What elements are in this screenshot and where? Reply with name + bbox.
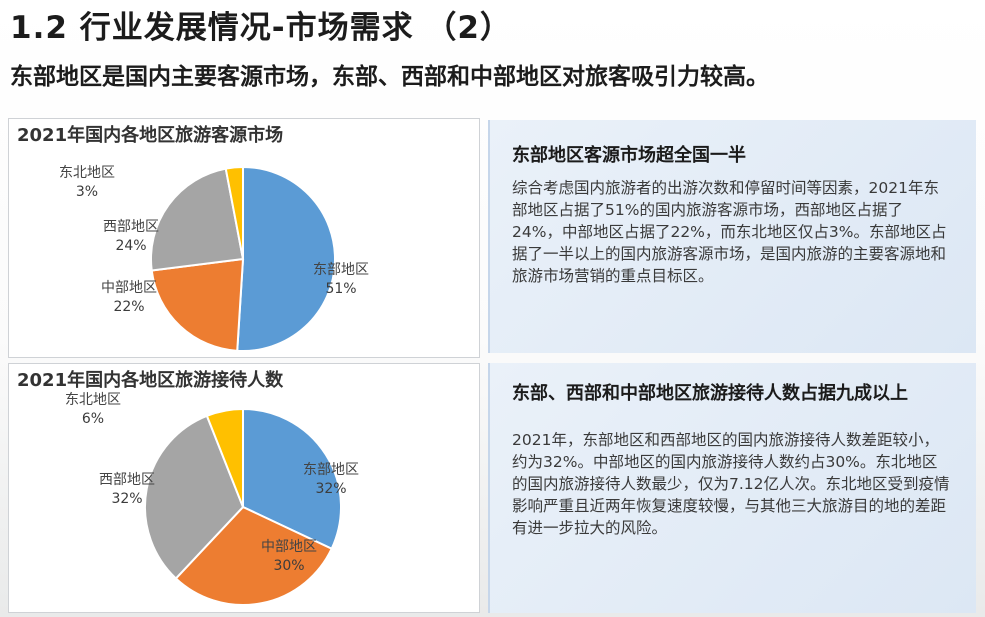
pie-chart: 东部地区 51% 中部地区 22% 西部地区 24% 东北地区 3% [59, 165, 369, 352]
pie-slice [144, 414, 245, 580]
page-title: 1.2 行业发展情况-市场需求 （2） [10, 10, 512, 46]
slice-value-label: 6% [82, 411, 104, 427]
slice-category-label: 东部地区 [313, 262, 369, 278]
pie-slice [224, 165, 244, 260]
slice-category-label: 中部地区 [101, 280, 157, 296]
slice-category-label: 中部地区 [261, 539, 317, 555]
chart-title: 2021年国内各地区旅游接待人数 [17, 370, 284, 391]
slice-value-label: 32% [111, 491, 142, 507]
chart-tourist-reception: 2021年国内各地区旅游接待人数 东部地区 32% 中部地区 30% 西部地区 32% 东北… [8, 363, 480, 613]
pie-slice [150, 167, 245, 272]
slice-category-label: 西部地区 [99, 472, 155, 488]
panel-heading: 东部地区客源市场超全国一半 [512, 145, 746, 166]
slice-value-label: 30% [273, 558, 304, 574]
slice-category-label: 东北地区 [59, 165, 115, 181]
slice-category-label: 西部地区 [103, 219, 159, 235]
pie-slice [205, 407, 244, 508]
slice-value-label: 3% [76, 184, 98, 200]
pie-slice [174, 505, 334, 606]
pie-chart: 东部地区 32% 中部地区 30% 西部地区 32% 东北地区 6% [65, 392, 359, 606]
panel-body: 2021年，东部地区和西部地区的国内旅游接待人数差距较小，约为32%。中部地区的… [512, 431, 950, 537]
slice-category-label: 东部地区 [303, 462, 359, 478]
chart-title: 2021年国内各地区旅游客源市场 [17, 125, 284, 146]
pie-slice [236, 165, 337, 352]
text-panel-source: 东部地区客源市场超全国一半 综合考虑国内旅游者的出游次数和停留时间等因素，202… [488, 120, 976, 353]
slice-value-label: 24% [115, 238, 146, 254]
pie-slice [242, 407, 342, 551]
text-panel-reception: 东部、西部和中部地区旅游接待人数占据九成以上 2021年，东部地区和西部地区的国… [488, 363, 976, 613]
slice-category-label: 东北地区 [65, 392, 121, 408]
slice-value-label: 32% [315, 481, 346, 497]
page-subtitle: 东部地区是国内主要客源市场，东部、西部和中部地区对旅客吸引力较高。 [10, 64, 769, 90]
panel-body: 综合考虑国内旅游者的出游次数和停留时间等因素，2021年东部地区占据了51%的国… [512, 179, 947, 285]
slice-value-label: 22% [113, 299, 144, 315]
pie-slice [150, 257, 245, 352]
panel-heading: 东部、西部和中部地区旅游接待人数占据九成以上 [512, 383, 908, 404]
slice-value-label: 51% [325, 281, 356, 297]
chart-tourist-source: 2021年国内各地区旅游客源市场 东部地区 51% 中部地区 22% 西部地区 24% 东北… [8, 118, 480, 358]
